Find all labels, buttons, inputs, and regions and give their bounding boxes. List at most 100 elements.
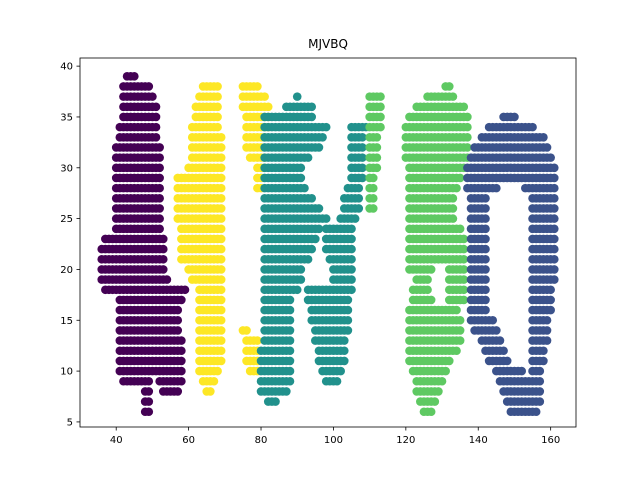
scatter-point xyxy=(455,326,465,335)
scatter-point xyxy=(285,295,295,305)
scatter-point xyxy=(452,305,461,315)
scatter-point xyxy=(459,234,469,244)
scatter-point xyxy=(332,376,342,386)
scatter-point xyxy=(448,193,458,203)
scatter-point xyxy=(177,336,186,345)
scatter-point xyxy=(151,112,161,122)
x-tick-label: 80 xyxy=(255,435,268,446)
scatter-point xyxy=(499,346,508,356)
scatter-point xyxy=(282,387,291,396)
scatter-point xyxy=(426,295,436,305)
scatter-point xyxy=(549,214,559,223)
scatter-point xyxy=(368,193,378,203)
scatter-point xyxy=(213,366,222,376)
scatter-point xyxy=(463,132,472,142)
y-tick-label: 30 xyxy=(60,163,73,174)
scatter-point xyxy=(376,122,385,132)
y-tick-label: 35 xyxy=(60,112,73,123)
plot-frame xyxy=(79,57,577,428)
scatter-point xyxy=(542,315,552,325)
scatter-point xyxy=(347,285,356,295)
scatter-point xyxy=(481,234,490,244)
scatter-point xyxy=(285,305,295,315)
scatter-point xyxy=(546,305,555,315)
scatter-point xyxy=(307,102,317,112)
scatter-point xyxy=(292,92,302,101)
scatter-point xyxy=(539,132,548,142)
scatter-point xyxy=(528,122,537,132)
scatter-point xyxy=(368,204,378,213)
scatter-point xyxy=(452,183,461,193)
scatter-point xyxy=(459,254,469,264)
scatter-point xyxy=(376,92,385,101)
scatter-point xyxy=(242,326,251,335)
scatter-point xyxy=(459,285,469,295)
scatter-point xyxy=(216,204,226,213)
scatter-point xyxy=(455,224,465,234)
scatter-point xyxy=(372,163,382,173)
scatter-point xyxy=(358,173,367,183)
scatter-point xyxy=(216,305,226,315)
scatter-point xyxy=(444,356,454,366)
scatter-point xyxy=(535,366,545,376)
scatter-point xyxy=(463,122,472,132)
scatter-point xyxy=(216,183,226,193)
scatter-point xyxy=(285,326,295,335)
scatter-point xyxy=(173,387,183,396)
scatter-point xyxy=(213,122,222,132)
scatter-point xyxy=(368,183,378,193)
scatter-point xyxy=(321,214,331,223)
scatter-point xyxy=(216,356,226,366)
scatter-point xyxy=(459,244,469,254)
scatter-point xyxy=(162,275,172,284)
scatter-point xyxy=(303,254,313,264)
scatter-point xyxy=(296,163,306,173)
scatter-point xyxy=(426,407,436,417)
axes-layer: 40 60 80 100 120 140 160 5 10 15 20 25 30 35 40 xyxy=(60,57,577,446)
y-tick-label: 15 xyxy=(60,316,73,327)
scatter-point xyxy=(253,336,262,345)
scatter-point xyxy=(209,376,219,386)
scatter-point xyxy=(549,193,559,203)
scatter-point xyxy=(216,224,226,234)
scatter-point xyxy=(155,153,164,162)
scatter-point xyxy=(173,305,183,315)
scatter-point xyxy=(339,336,349,345)
scatter-point xyxy=(481,295,490,305)
scatter-point xyxy=(343,295,353,305)
scatter-point xyxy=(155,173,164,183)
scatter-point xyxy=(144,397,154,406)
scatter-point xyxy=(271,397,280,406)
scatter-point xyxy=(495,336,505,345)
scatter-point xyxy=(444,82,454,91)
scatter-point xyxy=(358,143,367,152)
scatter-point xyxy=(549,224,559,234)
scatter-point xyxy=(296,275,306,284)
scatter-point xyxy=(343,315,353,325)
x-tick-label: 60 xyxy=(182,435,195,446)
scatter-point xyxy=(448,204,458,213)
scatter-point xyxy=(216,275,226,284)
scatter-point xyxy=(130,72,139,81)
scatter-point xyxy=(549,265,559,274)
scatter-point xyxy=(354,193,364,203)
scatter-point xyxy=(144,82,154,91)
scatter-point xyxy=(292,285,302,295)
scatter-point xyxy=(488,315,498,325)
scatter-point xyxy=(448,92,458,101)
scatter-point xyxy=(546,285,555,295)
scatter-point xyxy=(260,92,269,101)
scatter-point xyxy=(358,163,367,173)
scatter-point xyxy=(285,366,295,376)
scatter-point xyxy=(216,254,226,264)
scatter-point xyxy=(455,173,465,183)
scatter-point xyxy=(481,305,490,315)
scatter-point xyxy=(539,346,548,356)
scatter-point xyxy=(216,326,226,335)
scatter-point xyxy=(216,193,226,203)
scatter-point xyxy=(216,336,226,345)
scatter-point xyxy=(311,234,320,244)
scatter-point xyxy=(158,254,168,264)
scatter-point xyxy=(285,356,295,366)
